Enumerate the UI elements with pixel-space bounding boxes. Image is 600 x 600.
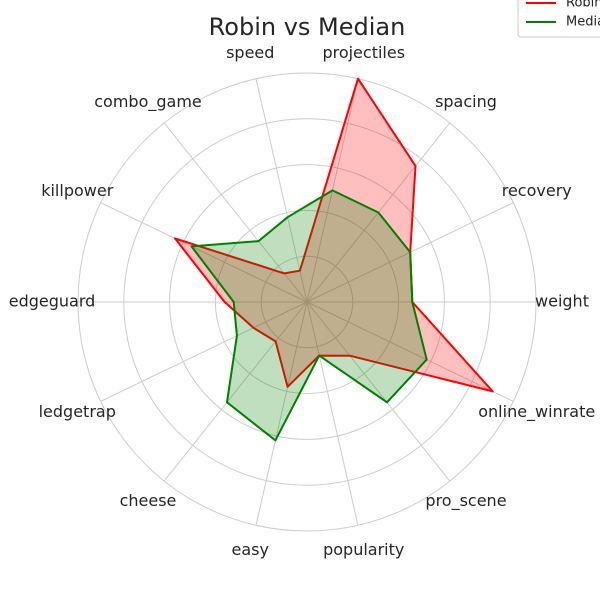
spoke (306, 301, 451, 482)
axis-label: cheese (120, 491, 177, 510)
axis-label: online_winrate (478, 402, 595, 422)
axis-label: easy (232, 540, 269, 559)
spoke (306, 301, 359, 526)
series-area (174, 77, 494, 393)
series-area (190, 189, 428, 442)
axis-label: recovery (502, 181, 572, 200)
axis-label: killpower (41, 181, 113, 200)
axis-label: ledgetrap (39, 402, 116, 421)
spoke (100, 202, 308, 303)
spoke (306, 301, 514, 402)
axis-label: combo_game (94, 92, 202, 112)
legend-box (517, 0, 600, 38)
axis-label: projectiles (322, 43, 405, 62)
axis-label: edgeguard (9, 292, 96, 311)
chart-title: Robin vs Median (209, 13, 406, 41)
axis-label: spacing (435, 92, 497, 111)
axis-label: weight (535, 292, 589, 311)
spoke (255, 78, 308, 303)
legend: Robin Median (517, 0, 600, 38)
spoke (100, 301, 308, 402)
axis-label: speed (226, 43, 274, 62)
axis-label: popularity (323, 540, 404, 559)
legend-label: Median (566, 15, 600, 30)
spoke (255, 301, 308, 526)
legend-label: Robin (566, 0, 600, 11)
spoke (163, 301, 308, 482)
axis-label: pro_scene (425, 491, 506, 511)
